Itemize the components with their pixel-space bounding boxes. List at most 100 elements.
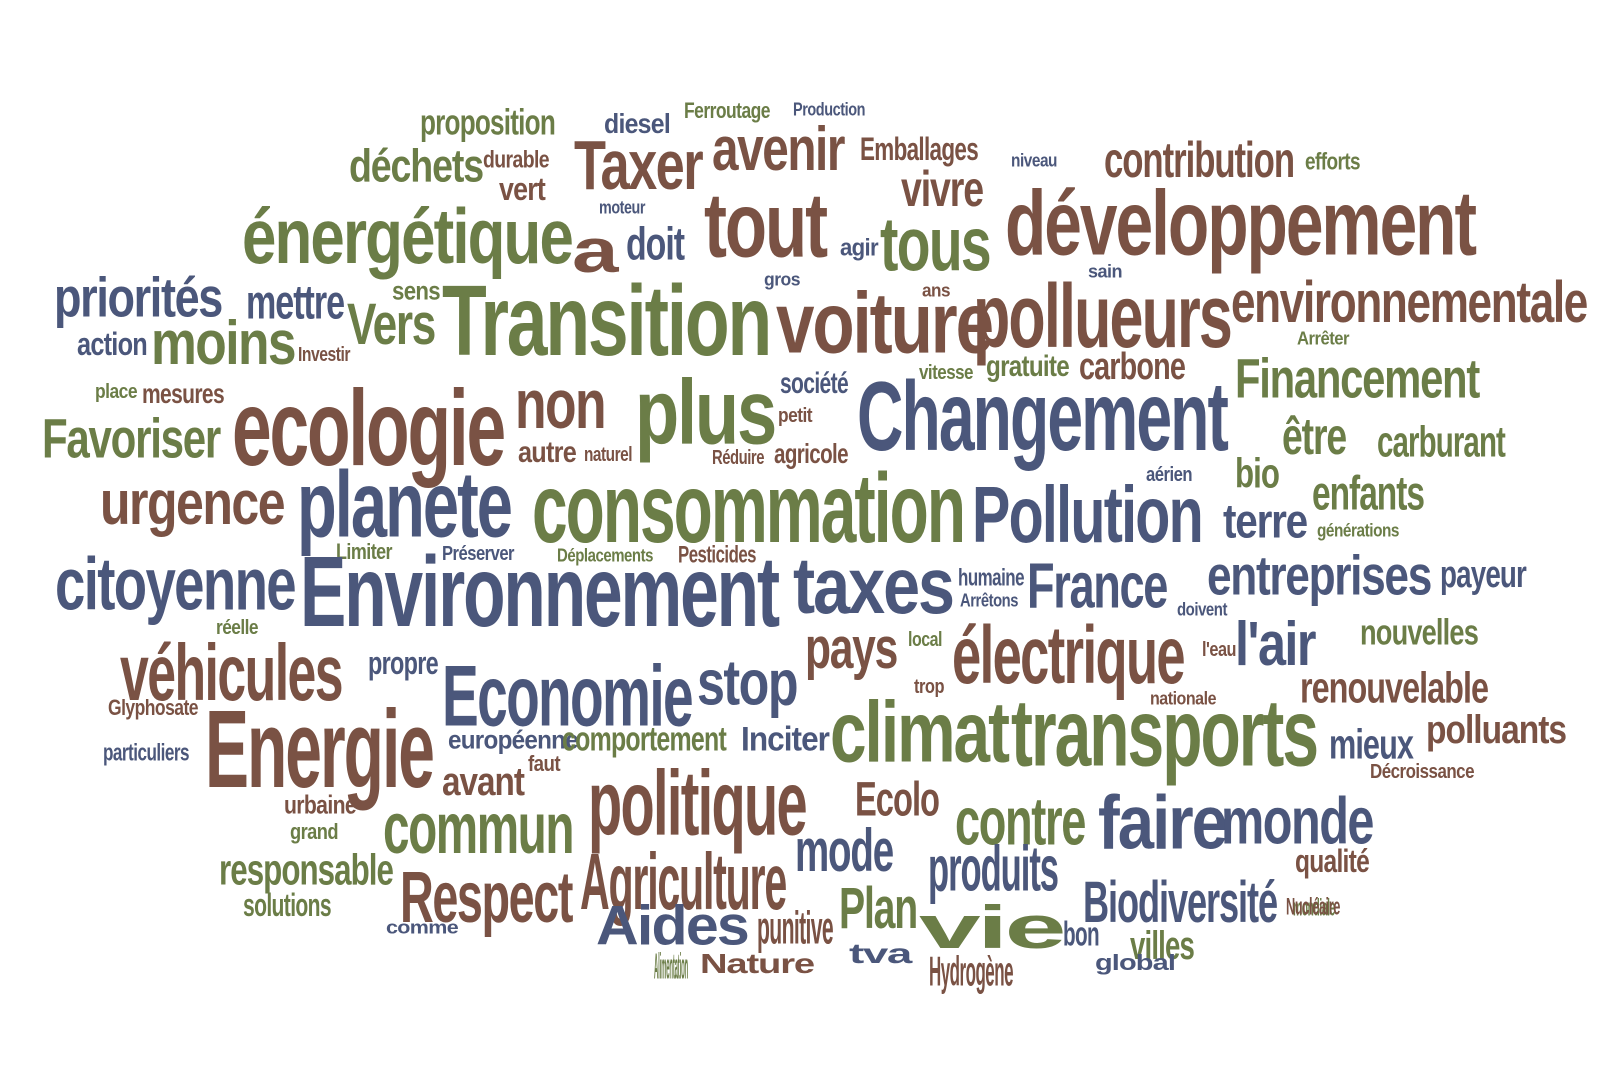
word: Hydrogène bbox=[929, 947, 1014, 995]
word: diesel bbox=[604, 108, 671, 140]
word: commun bbox=[383, 788, 574, 869]
word: durable bbox=[483, 146, 550, 174]
word: urgence bbox=[100, 467, 285, 538]
word: taxes bbox=[793, 540, 955, 630]
word: mieux bbox=[1329, 720, 1414, 768]
word: agir bbox=[840, 234, 879, 262]
word: Agriculture bbox=[580, 836, 787, 926]
word: naturel bbox=[584, 443, 632, 466]
word: bon bbox=[1063, 916, 1100, 954]
word: doivent bbox=[1177, 600, 1227, 620]
word: tout bbox=[704, 173, 828, 277]
word: contre bbox=[955, 783, 1086, 860]
word: Ferroutage bbox=[684, 99, 771, 124]
word: faire bbox=[1098, 780, 1228, 866]
word: doit bbox=[626, 217, 685, 270]
word: déchets bbox=[349, 139, 484, 192]
word: action bbox=[77, 326, 148, 363]
word: villes bbox=[1130, 923, 1195, 968]
word: mode bbox=[795, 817, 894, 885]
word: moteur bbox=[599, 198, 645, 218]
word: politique bbox=[588, 751, 808, 855]
word: être bbox=[1282, 407, 1347, 466]
word: développement bbox=[1005, 171, 1477, 275]
word: Glyphosate bbox=[108, 696, 199, 721]
word: sens bbox=[392, 277, 441, 306]
word: réelle bbox=[216, 616, 259, 639]
word: énergétique bbox=[242, 192, 574, 281]
word: carbone bbox=[1079, 345, 1186, 389]
word: bio bbox=[1235, 449, 1280, 497]
word: Biodiversité bbox=[1083, 869, 1278, 935]
word: mondiale bbox=[1293, 894, 1335, 922]
word: polluants bbox=[1426, 707, 1567, 752]
word: Energie bbox=[205, 687, 435, 812]
word: véhicules bbox=[120, 627, 344, 717]
word: particuliers bbox=[103, 739, 190, 767]
word: priorités bbox=[54, 266, 223, 329]
word: mesures bbox=[142, 378, 225, 410]
word: qualité bbox=[1295, 843, 1370, 880]
word: ans bbox=[922, 281, 951, 301]
word: planete bbox=[297, 452, 513, 558]
word: avant bbox=[442, 759, 525, 804]
word: Aides bbox=[596, 894, 750, 957]
word: nouvelles bbox=[1360, 611, 1479, 653]
word: proposition bbox=[420, 101, 556, 143]
word: Décroissance bbox=[1370, 760, 1475, 783]
word: ecologie bbox=[232, 366, 506, 489]
word: vivre bbox=[901, 160, 984, 217]
word: Déplacements bbox=[557, 546, 653, 566]
word: consommation bbox=[532, 454, 966, 564]
word: urbaine bbox=[284, 791, 357, 820]
word: plus bbox=[635, 360, 777, 464]
word: non bbox=[515, 364, 607, 444]
word: voiture bbox=[776, 275, 994, 372]
word: punitive bbox=[757, 901, 834, 954]
word: pollueurs bbox=[973, 266, 1233, 367]
word: environnementale bbox=[1231, 269, 1588, 335]
word: Pollution bbox=[972, 469, 1204, 559]
word: niveau bbox=[1011, 151, 1057, 171]
word: Réduire bbox=[712, 446, 764, 469]
word: responsable bbox=[219, 845, 394, 895]
word: Economie bbox=[442, 648, 694, 745]
word: Respect bbox=[400, 857, 573, 938]
word: Alimentation bbox=[654, 945, 688, 987]
word: a bbox=[572, 215, 618, 286]
word: nationale bbox=[1150, 689, 1216, 709]
word: vitesse bbox=[919, 361, 974, 384]
word: sain bbox=[1088, 262, 1123, 282]
word: Vers bbox=[347, 291, 436, 357]
word: Taxer bbox=[574, 125, 704, 205]
word: solutions bbox=[243, 887, 332, 924]
word: Favoriser bbox=[42, 407, 221, 470]
word: France bbox=[1027, 550, 1168, 622]
word: Changement bbox=[857, 362, 1229, 472]
word: Ecolo bbox=[855, 772, 940, 826]
word: transports bbox=[1011, 678, 1319, 786]
word: global bbox=[1095, 951, 1176, 976]
word: climat bbox=[830, 684, 1010, 781]
word: Limiter bbox=[336, 540, 393, 565]
word: grand bbox=[290, 820, 339, 845]
word: Financement bbox=[1235, 347, 1480, 410]
word: Nature bbox=[700, 948, 815, 980]
word: générations bbox=[1317, 521, 1399, 541]
word: comportement bbox=[562, 721, 727, 759]
word: européenne bbox=[448, 726, 579, 755]
word: produits bbox=[928, 833, 1059, 905]
word: Nucléaire bbox=[1286, 893, 1340, 921]
word: trop bbox=[914, 675, 944, 698]
word: renouvelable bbox=[1300, 663, 1489, 713]
word: Inciter bbox=[741, 721, 830, 759]
word: carburant bbox=[1377, 417, 1506, 467]
word: moins bbox=[151, 307, 297, 378]
word: avenir bbox=[712, 113, 845, 184]
word: Emballages bbox=[860, 131, 979, 168]
word: vie bbox=[919, 894, 1066, 962]
word: comme bbox=[386, 918, 459, 938]
word: Production bbox=[793, 100, 865, 120]
word: électrique bbox=[952, 609, 1186, 701]
